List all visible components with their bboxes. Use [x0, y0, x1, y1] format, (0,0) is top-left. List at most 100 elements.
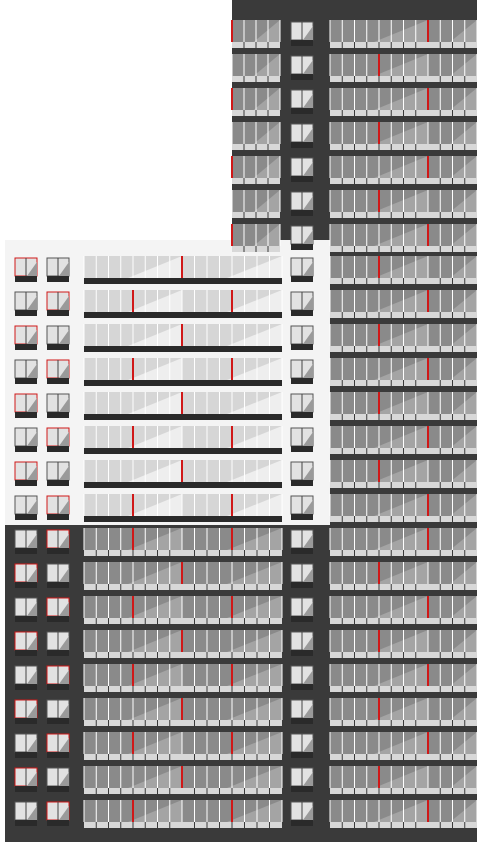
glass-reflection [374, 664, 428, 686]
window-reflection [59, 738, 69, 752]
spandrel-strip [182, 482, 282, 488]
glass-reflection [128, 460, 182, 482]
glass-reflection [374, 766, 428, 788]
glass-reflection [374, 698, 428, 720]
window-sill [47, 786, 69, 792]
glass-reflection [450, 256, 477, 278]
glass-reflection [374, 630, 428, 652]
glass-reflection [374, 156, 428, 178]
window-sill [291, 244, 313, 250]
spandrel-strip [84, 380, 182, 386]
window-reflection [303, 636, 313, 650]
glass-reflection [450, 426, 477, 448]
glass-reflection [450, 800, 477, 822]
window-sill [15, 378, 37, 384]
window-reflection [59, 772, 69, 786]
window-sill [291, 276, 313, 282]
spandrel-strip [182, 312, 282, 318]
window-reflection [27, 398, 37, 412]
window-reflection [303, 466, 313, 480]
window-sill [47, 378, 69, 384]
window-reflection [303, 230, 313, 244]
glass-reflection [374, 122, 428, 144]
window-sill [291, 650, 313, 656]
window-reflection [303, 772, 313, 786]
glass-reflection [227, 596, 282, 618]
window-sill [15, 276, 37, 282]
glass-reflection [450, 358, 477, 380]
spandrel-strip [182, 414, 282, 420]
glass-reflection [450, 290, 477, 312]
glass-reflection [128, 256, 182, 278]
glass-reflection [227, 800, 282, 822]
window-reflection [27, 670, 37, 684]
window-sill [291, 344, 313, 350]
window-sill [291, 446, 313, 452]
glass-reflection [253, 156, 280, 178]
window-reflection [27, 738, 37, 752]
window-reflection [303, 670, 313, 684]
window-reflection [303, 330, 313, 344]
window-reflection [27, 296, 37, 310]
window-reflection [27, 500, 37, 514]
glass-reflection [374, 20, 428, 42]
glass-reflection [128, 528, 182, 550]
window-sill [291, 210, 313, 216]
window-sill [47, 310, 69, 316]
window-reflection [27, 466, 37, 480]
window-reflection [59, 296, 69, 310]
glass-reflection [227, 426, 282, 448]
glass-reflection [227, 562, 282, 584]
glass-reflection [450, 324, 477, 346]
window-reflection [303, 162, 313, 176]
window-reflection [303, 602, 313, 616]
glass-reflection [450, 224, 477, 246]
glass-reflection [253, 122, 280, 144]
glass-reflection [374, 256, 428, 278]
spandrel-strip [182, 516, 282, 522]
glass-reflection [253, 88, 280, 110]
window-reflection [59, 432, 69, 446]
window-sill [291, 176, 313, 182]
window-sill [291, 108, 313, 114]
window-sill [47, 412, 69, 418]
spandrel-strip [182, 380, 282, 386]
window-reflection [303, 704, 313, 718]
window-reflection [59, 704, 69, 718]
spandrel-strip [84, 312, 182, 318]
window-reflection [303, 806, 313, 820]
glass-reflection [374, 426, 428, 448]
window-reflection [303, 534, 313, 548]
window-sill [47, 276, 69, 282]
window-sill [291, 786, 313, 792]
window-sill [291, 820, 313, 826]
window-sill [47, 718, 69, 724]
window-sill [15, 752, 37, 758]
window-reflection [303, 262, 313, 276]
window-sill [15, 684, 37, 690]
glass-reflection [374, 528, 428, 550]
window-reflection [59, 806, 69, 820]
glass-reflection [128, 392, 182, 414]
window-sill [15, 310, 37, 316]
window-reflection [303, 500, 313, 514]
glass-reflection [450, 698, 477, 720]
glass-reflection [450, 392, 477, 414]
window-reflection [59, 330, 69, 344]
window-sill [291, 74, 313, 80]
glass-reflection [128, 324, 182, 346]
glass-reflection [374, 732, 428, 754]
window-reflection [303, 432, 313, 446]
window-sill [291, 752, 313, 758]
glass-reflection [128, 290, 182, 312]
red-accent-lines [132, 20, 429, 822]
spandrel-strip [84, 516, 182, 522]
window-sill [47, 684, 69, 690]
glass-reflection [128, 596, 182, 618]
window-sill [15, 514, 37, 520]
window-sill [15, 446, 37, 452]
window-sill [291, 684, 313, 690]
glass-reflection [450, 190, 477, 212]
window-sill [291, 378, 313, 384]
